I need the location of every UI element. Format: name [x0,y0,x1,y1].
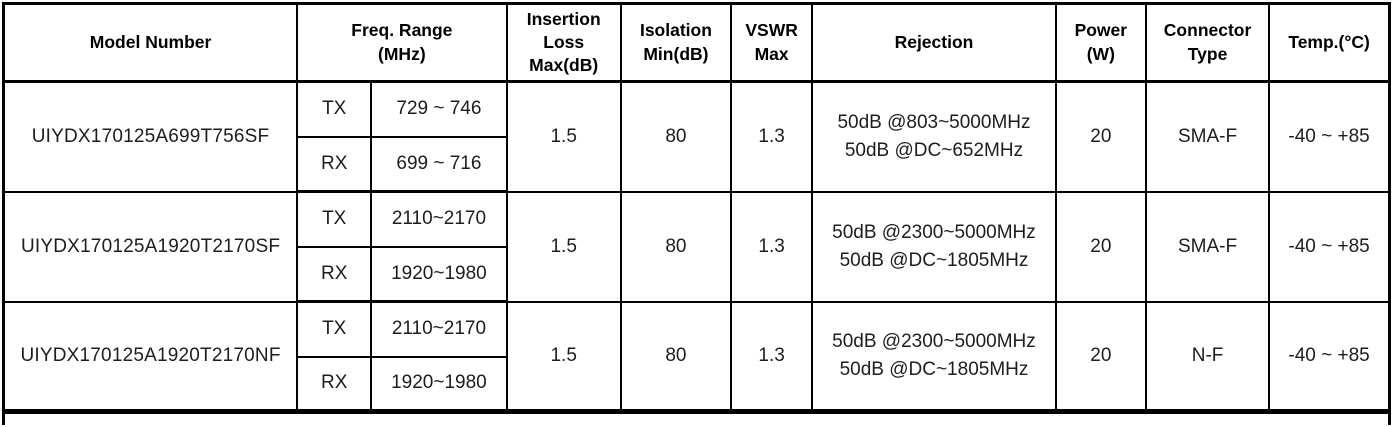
spec-table: Model Number Freq. Range (MHz) Insertion… [2,2,1391,414]
table-row-model3-tx: UIYDX170125A1920T2170NF TX 2110~2170 1.5… [2,300,1391,413]
power-cell: 20 [1054,190,1147,303]
next-section-stub [2,414,1391,425]
table-row-model3-rx: RX 1920~1980 [4,355,1390,413]
temp-cell: -40 ~ +85 [1268,300,1391,413]
table-row-model2-rx: RX 1920~1980 [4,245,1390,303]
connector-type-cell: N-F [1144,300,1271,413]
header-model-number: Model Number [2,2,299,83]
header-freq-range: Freq. Range (MHz) [296,2,508,83]
tx-label-cell: TX [296,300,373,358]
tx-range-cell: 729 ~ 746 [370,80,508,138]
tx-label-cell: TX [296,190,373,248]
rx-label-cell: RX [296,135,373,193]
tx-range-cell: 2110~2170 [370,300,508,358]
header-power: Power (W) [1054,2,1147,83]
header-connector-type: Connector Type [1144,2,1271,83]
table-row-model1-rx: RX 699 ~ 716 [4,135,1390,193]
header-insertion-loss: Insertion Loss Max(dB) [505,2,622,83]
isolation-cell: 80 [619,80,733,193]
temp-cell: -40 ~ +85 [1268,80,1391,193]
header-vswr: VSWR Max [730,2,814,83]
power-cell: 20 [1054,300,1147,413]
rejection-cell: 50dB @803~5000MHz 50dB @DC~652MHz [811,80,1057,193]
model-number-cell: UIYDX170125A1920T2170SF [2,190,299,303]
table-row-model2-tx: UIYDX170125A1920T2170SF TX 2110~2170 1.5… [2,190,1391,303]
model-number-cell: UIYDX170125A1920T2170NF [2,300,299,413]
vswr-cell: 1.3 [730,190,814,303]
header-temp: Temp.(°C) [1268,2,1391,83]
rejection-cell: 50dB @2300~5000MHz 50dB @DC~1805MHz [811,300,1057,413]
rejection-cell: 50dB @2300~5000MHz 50dB @DC~1805MHz [811,190,1057,303]
table-row-model1-tx: UIYDX170125A699T756SF TX 729 ~ 746 1.5 8… [2,80,1391,193]
insertion-loss-cell: 1.5 [505,190,622,303]
model-number-cell: UIYDX170125A699T756SF [2,80,299,193]
insertion-loss-cell: 1.5 [505,80,622,193]
isolation-cell: 80 [619,300,733,413]
insertion-loss-cell: 1.5 [505,300,622,413]
connector-type-cell: SMA-F [1144,190,1271,303]
header-isolation: Isolation Min(dB) [619,2,733,83]
power-cell: 20 [1054,80,1147,193]
rx-range-cell: 1920~1980 [370,245,508,303]
header-rejection: Rejection [811,2,1057,83]
header-row: Model Number Freq. Range (MHz) Insertion… [2,2,1391,83]
isolation-cell: 80 [619,190,733,303]
rx-label-cell: RX [296,355,373,413]
rx-label-cell: RX [296,245,373,303]
rx-range-cell: 699 ~ 716 [370,135,508,193]
tx-label-cell: TX [296,80,373,138]
vswr-cell: 1.3 [730,300,814,413]
connector-type-cell: SMA-F [1144,80,1271,193]
vswr-cell: 1.3 [730,80,814,193]
temp-cell: -40 ~ +85 [1268,190,1391,303]
rx-range-cell: 1920~1980 [370,355,508,413]
tx-range-cell: 2110~2170 [370,190,508,248]
